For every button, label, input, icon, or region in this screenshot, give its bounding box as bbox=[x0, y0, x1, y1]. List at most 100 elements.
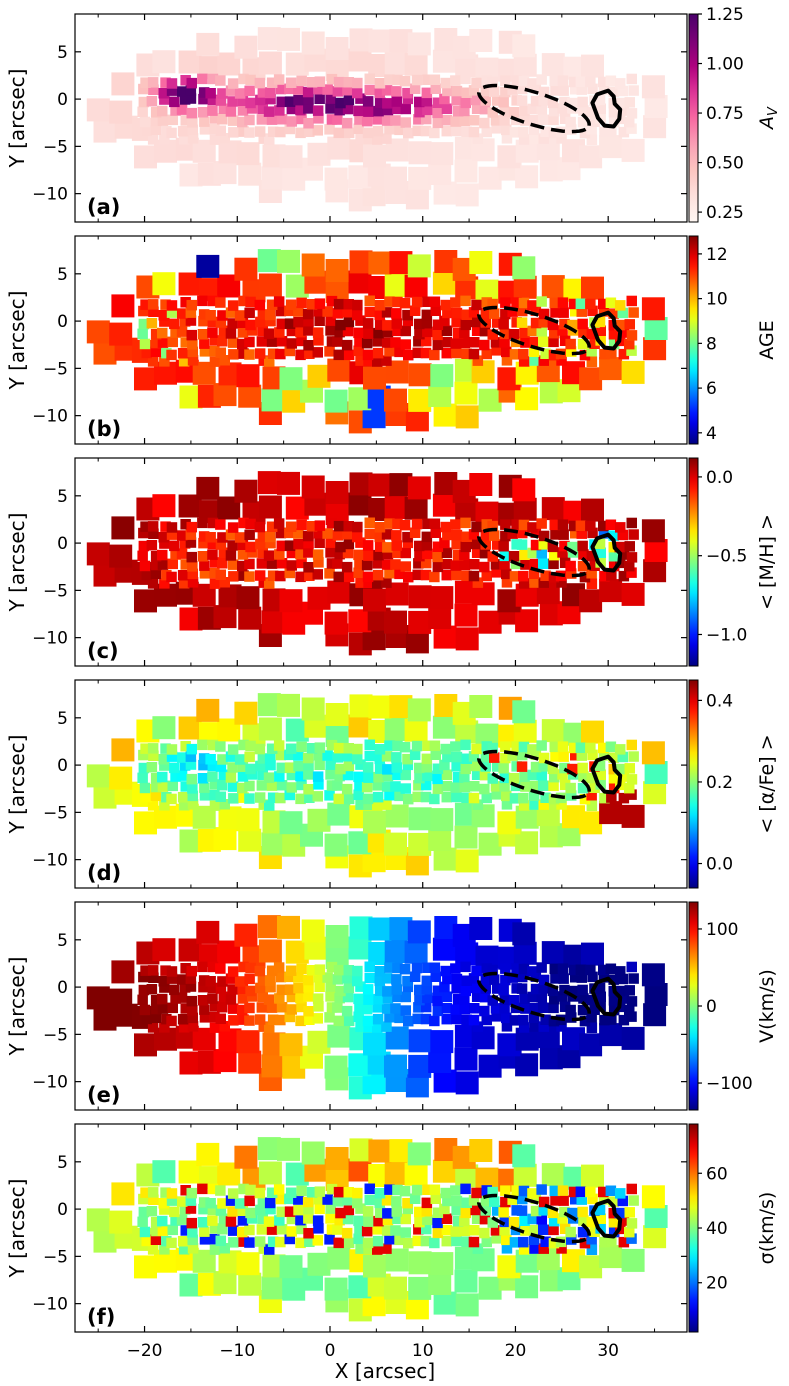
map-cell bbox=[293, 972, 304, 983]
map-cell bbox=[147, 1187, 159, 1198]
map-cell bbox=[178, 578, 190, 589]
map-cell bbox=[285, 496, 309, 520]
map-cell bbox=[455, 849, 479, 873]
map-cell bbox=[491, 983, 503, 994]
map-cell bbox=[490, 559, 502, 570]
map-cell bbox=[568, 76, 580, 88]
map-cell bbox=[257, 975, 269, 986]
map-cell bbox=[405, 630, 429, 654]
map-cell bbox=[538, 539, 549, 550]
map-cell bbox=[451, 569, 462, 581]
map-cell bbox=[479, 783, 490, 795]
map-cell bbox=[372, 780, 383, 791]
map-cell bbox=[148, 1194, 159, 1205]
map-cell bbox=[313, 113, 324, 124]
map-cell bbox=[440, 299, 451, 311]
map-cell bbox=[469, 1225, 480, 1236]
map-cell bbox=[384, 940, 408, 963]
y-tick-label: −10 bbox=[32, 1295, 68, 1315]
map-cell bbox=[148, 972, 159, 983]
map-cell bbox=[518, 792, 529, 804]
map-cell bbox=[618, 1236, 630, 1248]
map-cell bbox=[420, 347, 432, 359]
map-cell bbox=[520, 337, 531, 348]
map-cell bbox=[475, 945, 499, 969]
map-cell bbox=[381, 1195, 393, 1206]
map-cell bbox=[293, 1194, 304, 1205]
map-cell bbox=[391, 530, 402, 541]
map-cell bbox=[343, 299, 354, 310]
map-cell bbox=[137, 994, 148, 1006]
map-cell bbox=[199, 124, 211, 135]
map-cell bbox=[238, 606, 262, 630]
map-cell bbox=[158, 88, 169, 99]
map-cell bbox=[218, 325, 230, 336]
map-cell bbox=[626, 123, 637, 134]
map-cell bbox=[581, 276, 604, 300]
map-cell bbox=[187, 1234, 198, 1246]
map-cell bbox=[566, 1234, 577, 1245]
map-cell bbox=[618, 105, 630, 116]
map-cell bbox=[364, 306, 375, 318]
map-cell bbox=[451, 1013, 462, 1025]
map-cell bbox=[577, 782, 589, 794]
map-cell bbox=[441, 114, 453, 126]
map-cell bbox=[111, 1182, 135, 1206]
map-cell bbox=[111, 72, 135, 96]
map-cell bbox=[178, 134, 190, 145]
map-cell bbox=[234, 1198, 246, 1209]
map-cell bbox=[279, 1255, 303, 1279]
map-cell bbox=[276, 96, 287, 108]
map-cell bbox=[527, 522, 538, 533]
map-cell bbox=[296, 519, 307, 531]
map-cell bbox=[245, 74, 256, 86]
map-cell bbox=[355, 1203, 366, 1214]
map-cell bbox=[441, 336, 453, 348]
map-cell bbox=[295, 548, 306, 560]
map-cell bbox=[353, 1011, 364, 1022]
map-cell bbox=[326, 739, 338, 751]
map-cell bbox=[479, 769, 491, 781]
map-cell bbox=[404, 52, 428, 76]
map-cell bbox=[618, 1014, 630, 1026]
map-cell bbox=[500, 752, 511, 764]
map-cell bbox=[536, 962, 547, 973]
map-cell bbox=[267, 348, 279, 359]
map-cell bbox=[363, 355, 374, 366]
map-cell bbox=[399, 741, 411, 753]
map-cell bbox=[518, 578, 530, 589]
map-cell bbox=[408, 807, 432, 831]
map-cell bbox=[218, 1213, 230, 1224]
map-cell bbox=[575, 964, 587, 975]
map-cell bbox=[213, 1049, 237, 1073]
map-cell bbox=[409, 749, 421, 760]
map-cell bbox=[455, 1071, 479, 1095]
map-cell bbox=[166, 529, 178, 540]
map-cell bbox=[480, 85, 491, 97]
colorbar-label: < [α/Fe] > bbox=[756, 734, 778, 833]
map-cell bbox=[237, 1004, 248, 1016]
map-cell bbox=[167, 336, 178, 348]
map-cell bbox=[154, 1027, 177, 1051]
map-cell bbox=[432, 773, 443, 785]
map-cell bbox=[218, 103, 230, 114]
map-cell bbox=[254, 965, 266, 977]
map-cell bbox=[557, 103, 568, 114]
map-cell bbox=[275, 305, 287, 317]
map-cell bbox=[314, 315, 325, 326]
map-cell bbox=[605, 519, 617, 530]
map-cell bbox=[509, 127, 521, 138]
map-cell bbox=[497, 1255, 521, 1279]
map-cell bbox=[286, 338, 297, 349]
map-cell bbox=[468, 973, 480, 984]
map-cell bbox=[384, 496, 408, 519]
map-cell bbox=[199, 560, 210, 571]
map-cell bbox=[382, 992, 394, 1004]
map-cell bbox=[265, 981, 276, 993]
map-cell bbox=[238, 1183, 249, 1195]
map-cell bbox=[261, 166, 285, 190]
map-cell bbox=[559, 113, 571, 124]
map-cell bbox=[264, 578, 275, 589]
map-cell bbox=[169, 984, 180, 996]
map-cell bbox=[381, 751, 393, 762]
